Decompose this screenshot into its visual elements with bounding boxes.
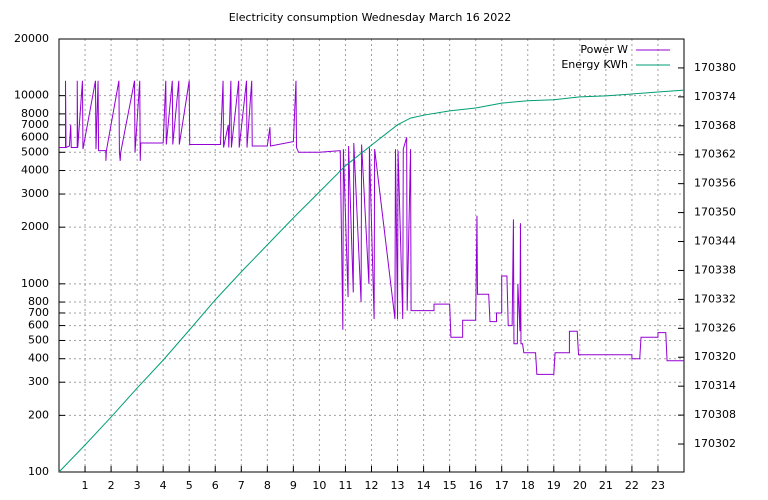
y2-tick-label: 170374 — [694, 90, 736, 103]
chart-title: Electricity consumption Wednesday March … — [229, 11, 512, 24]
y-tick-label: 4000 — [21, 164, 49, 177]
x-tick-label: 16 — [469, 479, 483, 492]
x-tick-label: 21 — [599, 479, 613, 492]
x-tick-label: 4 — [160, 479, 167, 492]
x-tick-label: 17 — [495, 479, 509, 492]
y2-tick-label: 170356 — [694, 177, 736, 190]
y2-tick-label: 170350 — [694, 206, 736, 219]
x-tick-label: 1 — [82, 479, 89, 492]
y-tick-label: 600 — [28, 319, 49, 332]
y2-tick-label: 170326 — [694, 321, 736, 334]
y2-tick-label: 170380 — [694, 61, 736, 74]
y-tick-label: 400 — [28, 352, 49, 365]
y-tick-label: 6000 — [21, 130, 49, 143]
x-tick-label: 12 — [365, 479, 379, 492]
series-line — [58, 89, 685, 473]
y-tick-label: 10000 — [14, 89, 49, 102]
x-tick-label: 20 — [573, 479, 587, 492]
y-tick-label: 7000 — [21, 118, 49, 131]
x-tick-label: 15 — [443, 479, 457, 492]
y-tick-label: 200 — [28, 408, 49, 421]
x-tick-label: 23 — [651, 479, 665, 492]
y2-tick-label: 170332 — [694, 292, 736, 305]
x-tick-label: 2 — [108, 479, 115, 492]
y2-tick-label: 170320 — [694, 350, 736, 363]
x-tick-label: 10 — [312, 479, 326, 492]
x-tick-label: 5 — [186, 479, 193, 492]
x-tick-label: 6 — [212, 479, 219, 492]
x-tick-label: 7 — [238, 479, 245, 492]
y-tick-label: 800 — [28, 295, 49, 308]
x-tick-label: 13 — [391, 479, 405, 492]
legend-label: Energy KWh — [561, 58, 628, 71]
y-tick-label: 5000 — [21, 145, 49, 158]
y-tick-label: 700 — [28, 306, 49, 319]
y2-tick-label: 170314 — [694, 379, 736, 392]
x-tick-label: 8 — [264, 479, 271, 492]
x-tick-label: 9 — [290, 479, 297, 492]
y-tick-label: 20000 — [14, 32, 49, 45]
y2-tick-label: 170308 — [694, 408, 736, 421]
y2-tick-label: 170338 — [694, 263, 736, 276]
y2-tick-label: 170368 — [694, 119, 736, 132]
y2-tick-label: 170362 — [694, 148, 736, 161]
x-tick-label: 19 — [547, 479, 561, 492]
y-tick-label: 3000 — [21, 187, 49, 200]
legend-label: Power W — [580, 43, 628, 56]
x-tick-label: 3 — [134, 479, 141, 492]
y-tick-label: 100 — [28, 465, 49, 478]
y-tick-label: 2000 — [21, 220, 49, 233]
y-tick-label: 300 — [28, 375, 49, 388]
x-tick-label: 18 — [521, 479, 535, 492]
x-tick-label: 14 — [417, 479, 431, 492]
y-tick-label: 8000 — [21, 107, 49, 120]
x-tick-label: 22 — [625, 479, 639, 492]
y-tick-label: 1000 — [21, 277, 49, 290]
y2-tick-label: 170302 — [694, 437, 736, 450]
y2-tick-label: 170344 — [694, 235, 736, 248]
plot-frame — [58, 38, 685, 473]
x-tick-label: 11 — [338, 479, 352, 492]
y-tick-label: 500 — [28, 333, 49, 346]
series-line — [59, 80, 684, 375]
